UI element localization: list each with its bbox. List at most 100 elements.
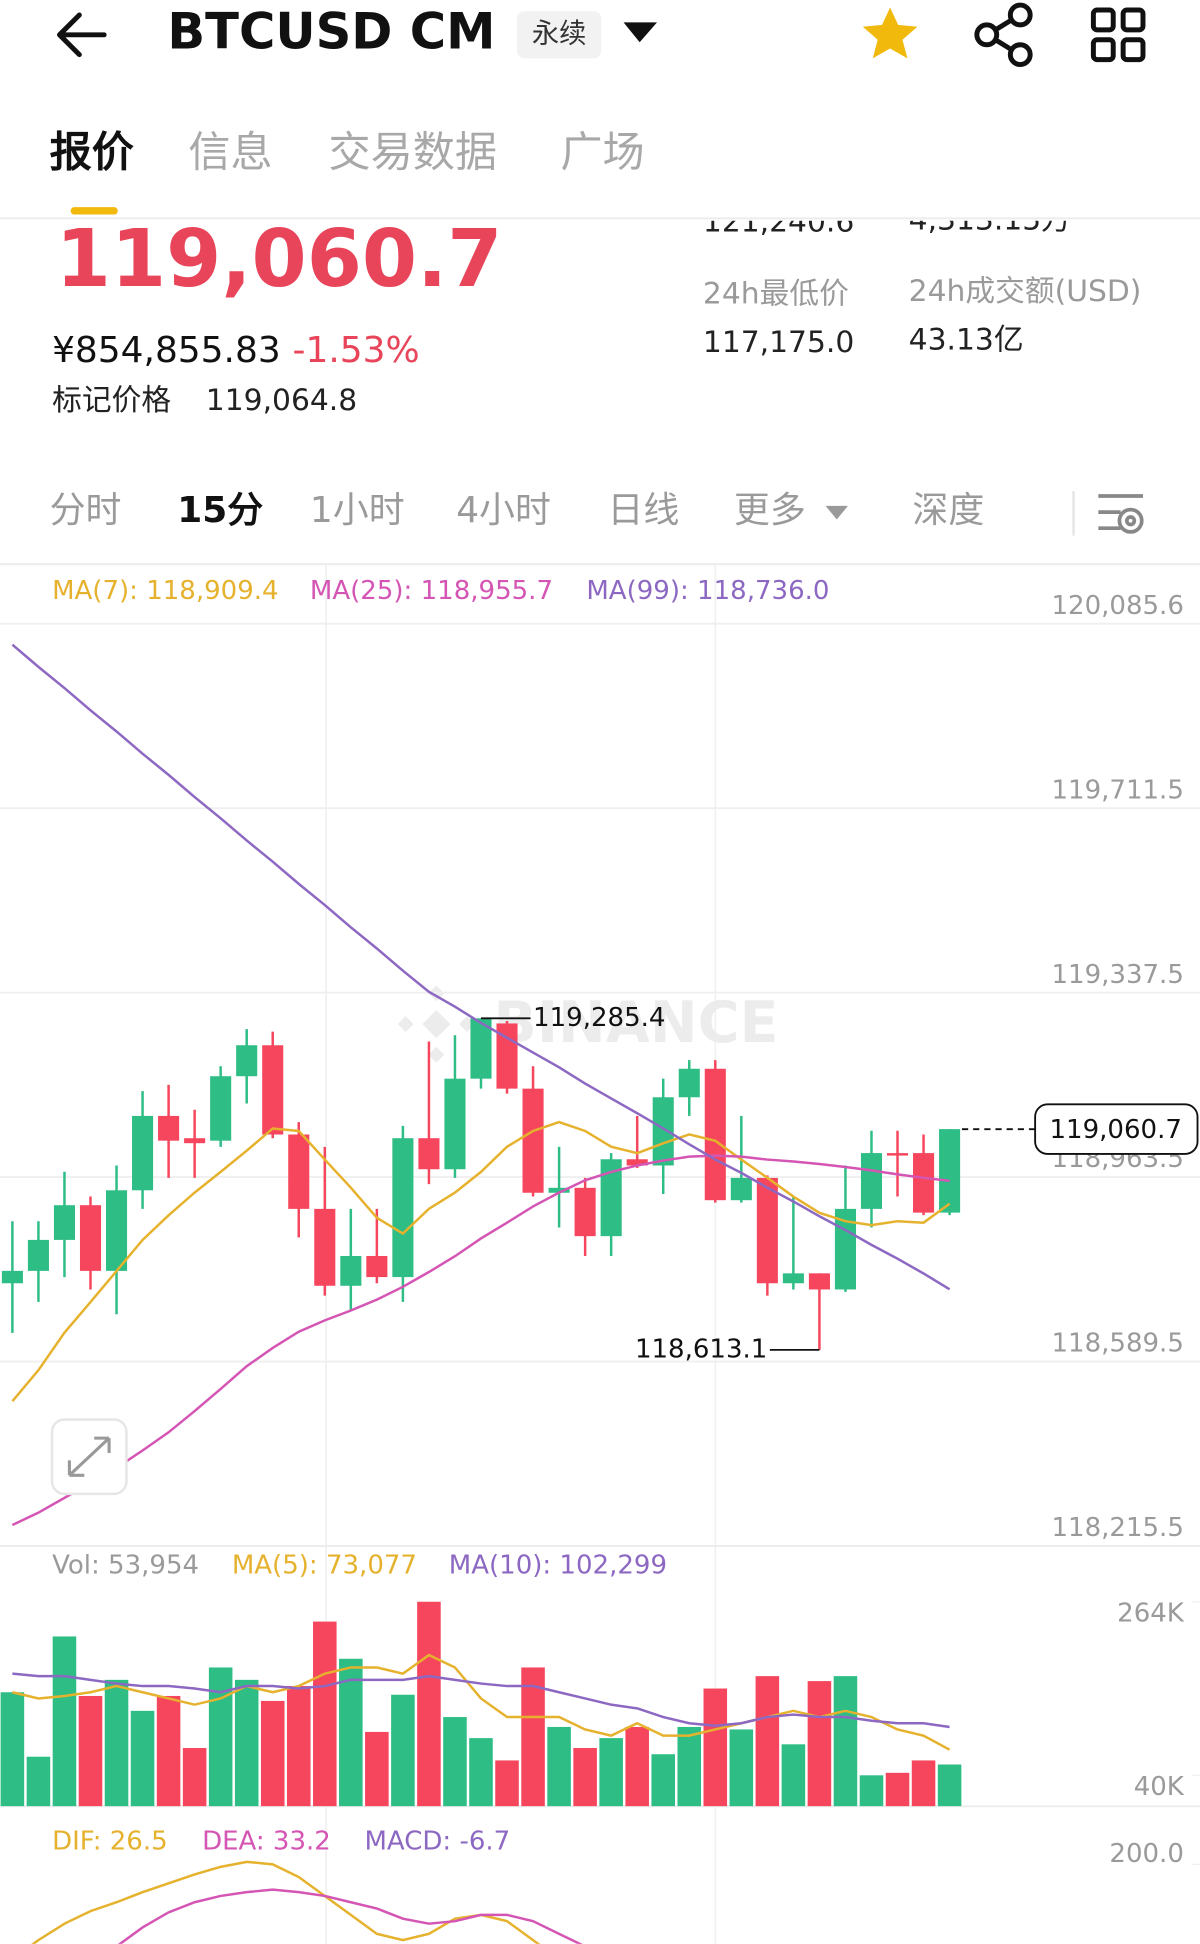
candle-body: [834, 1208, 856, 1290]
tab-indicator: [70, 207, 118, 215]
volume-bar: [208, 1667, 233, 1807]
back-button[interactable]: [57, 12, 107, 58]
candle-body: [418, 1138, 440, 1170]
tabs: 报价 信息 交易数据 广场: [50, 128, 645, 177]
last-price-label: 119,060.7: [1049, 1115, 1181, 1145]
volume-bar: [156, 1695, 181, 1807]
macd-legend: DEA: 33.2: [202, 1827, 331, 1857]
interval-bar: 分时 15分 1小时 4小时 日线 更多 深度: [50, 490, 985, 531]
macd-legend: DIF: 26.5: [52, 1827, 168, 1857]
mark-price: 119,064.8: [206, 383, 357, 418]
mark-label: 标记价格: [52, 383, 171, 418]
interval-tab[interactable]: 日线: [607, 490, 679, 531]
change-percent: -1.53%: [293, 330, 420, 371]
candle-body: [314, 1208, 336, 1286]
interval-tab[interactable]: 4小时: [456, 490, 551, 531]
volume-bar: [260, 1700, 285, 1807]
y-tick-label: 119,711.5: [1051, 775, 1183, 805]
volume-bar: [885, 1772, 910, 1807]
candle-body: [27, 1239, 49, 1271]
interval-tab[interactable]: 15分: [177, 490, 263, 531]
volume-bar: [286, 1686, 311, 1807]
volume-legend: Vol: 53,954: [52, 1550, 199, 1580]
candle-body: [574, 1187, 596, 1237]
candle-body: [548, 1187, 570, 1193]
candle-body: [704, 1068, 726, 1201]
candle-body: [158, 1115, 180, 1141]
chart-settings-icon[interactable]: [1098, 494, 1144, 534]
low-label: 118,613.1: [635, 1334, 767, 1364]
more-caret: [825, 505, 848, 520]
high-label: 119,285.4: [533, 1003, 665, 1033]
interval-tab[interactable]: 更多: [734, 490, 806, 531]
ma-line: [12, 1672, 950, 1729]
volume-bar: [234, 1679, 259, 1807]
candle-body: [678, 1068, 700, 1098]
last-price: 119,060.7: [56, 212, 503, 305]
y-tick-label: 118,589.5: [1051, 1329, 1183, 1359]
ma-line: [117, 1888, 583, 1944]
menu-grid-icon[interactable]: [1090, 7, 1146, 63]
macd-lines: [31, 1860, 583, 1944]
candle-body: [652, 1097, 674, 1166]
interval-tab[interactable]: 分时: [50, 490, 122, 531]
candle-body: [210, 1076, 232, 1141]
candle-body: [1, 1270, 23, 1284]
expand-icon: [67, 1436, 111, 1477]
ma-line: [31, 1860, 541, 1944]
stat-value: 117,175.0: [703, 325, 854, 360]
y-tick-label: 119,337.5: [1051, 960, 1183, 990]
tag-bg: [516, 11, 602, 59]
candle-body: [132, 1115, 154, 1191]
interval-tab[interactable]: 深度: [912, 490, 984, 531]
share-icon[interactable]: [974, 2, 1033, 68]
tab[interactable]: 广场: [560, 128, 644, 177]
symbol: BTCUSD CM: [167, 2, 495, 60]
volume-bar: [651, 1754, 675, 1807]
volume-bar: [26, 1756, 51, 1807]
candle-body: [913, 1153, 935, 1213]
ma-line: [11, 1120, 951, 1403]
candle-body: [782, 1273, 804, 1284]
volume-ma-legend: MA(10): 102,299: [449, 1550, 667, 1580]
volume-bar: [313, 1621, 337, 1807]
ma-legend: MA(99): 118,736.0: [586, 576, 829, 606]
candle-body: [444, 1078, 466, 1170]
tag: 永续: [532, 18, 587, 49]
dropdown[interactable]: [623, 22, 658, 43]
favorite-star[interactable]: [862, 7, 918, 59]
tab[interactable]: 报价: [50, 128, 135, 177]
volume-bars: [0, 1601, 962, 1807]
volume-bar: [339, 1658, 363, 1807]
candle-body: [340, 1255, 362, 1286]
volume-bar: [937, 1764, 962, 1807]
candle-body: [860, 1153, 883, 1209]
volume-bar: [729, 1729, 754, 1807]
volume-bar: [807, 1681, 832, 1807]
candle-body: [756, 1177, 778, 1284]
y-tick-label: 264K: [1117, 1599, 1185, 1629]
candle-body: [79, 1205, 102, 1271]
tab[interactable]: 交易数据: [329, 128, 498, 177]
volume-bar: [755, 1676, 780, 1807]
candles: [1, 643, 961, 1527]
candle-body: [470, 1018, 492, 1079]
volume-bar: [417, 1601, 441, 1807]
volume-bar: [130, 1710, 155, 1807]
volume-bar: [104, 1679, 129, 1807]
ma-line: [11, 643, 951, 1291]
volume-bar: [833, 1676, 858, 1807]
candle-body: [939, 1129, 961, 1213]
stats: 121,240.6 4,313.15万 24h最低价 117,175.0 24h…: [703, 221, 1142, 360]
volume-bar: [78, 1695, 103, 1807]
tab[interactable]: 信息: [188, 128, 272, 177]
volume-bar: [859, 1775, 884, 1807]
ma-legend: MA(7): 118,909.4: [52, 576, 279, 606]
stat-label: 24h成交额(USD): [909, 274, 1142, 309]
candle-body: [522, 1088, 544, 1193]
interval-tab[interactable]: 1小时: [310, 490, 405, 531]
ma-line: [12, 1653, 951, 1751]
candle-body: [600, 1159, 622, 1237]
